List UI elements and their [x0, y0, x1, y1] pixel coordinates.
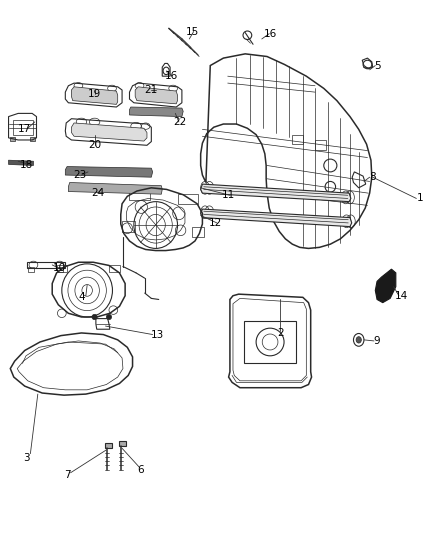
Text: 16: 16 — [165, 71, 178, 81]
Bar — [105, 443, 112, 448]
Text: 20: 20 — [88, 140, 101, 150]
Bar — [119, 441, 126, 446]
Polygon shape — [201, 209, 352, 227]
Bar — [13, 120, 32, 135]
Text: 15: 15 — [186, 27, 199, 37]
Text: 21: 21 — [145, 85, 158, 95]
Polygon shape — [135, 87, 177, 104]
Text: 4: 4 — [78, 292, 85, 302]
Text: 24: 24 — [91, 188, 104, 198]
Bar — [244, 321, 296, 364]
Text: 9: 9 — [374, 336, 380, 346]
Polygon shape — [130, 107, 183, 117]
Bar — [30, 137, 35, 141]
Bar — [57, 267, 63, 272]
Bar — [292, 135, 303, 144]
Ellipse shape — [106, 314, 112, 320]
Text: 5: 5 — [374, 61, 380, 70]
Text: 19: 19 — [88, 88, 101, 99]
Bar — [11, 137, 14, 141]
Text: 3: 3 — [23, 453, 29, 463]
Bar — [28, 267, 34, 272]
Polygon shape — [68, 182, 162, 194]
Bar — [177, 194, 198, 204]
Bar — [130, 190, 150, 199]
Text: 10: 10 — [53, 263, 66, 272]
Text: 17: 17 — [18, 124, 32, 134]
Text: 1: 1 — [417, 193, 423, 204]
Text: 13: 13 — [150, 329, 164, 340]
Bar — [57, 265, 67, 272]
Polygon shape — [201, 184, 351, 201]
Text: 12: 12 — [209, 218, 222, 228]
Text: 14: 14 — [395, 290, 408, 301]
Bar — [122, 221, 135, 232]
Polygon shape — [71, 87, 118, 104]
Polygon shape — [65, 166, 152, 177]
Text: 2: 2 — [277, 328, 283, 338]
Text: 6: 6 — [137, 465, 144, 474]
Text: 23: 23 — [74, 170, 87, 180]
Ellipse shape — [92, 314, 97, 320]
Bar — [109, 265, 120, 272]
Text: 22: 22 — [173, 117, 186, 127]
Bar — [315, 140, 326, 150]
Polygon shape — [9, 160, 33, 165]
Text: 7: 7 — [64, 470, 71, 480]
Text: 11: 11 — [222, 190, 235, 200]
Polygon shape — [71, 123, 147, 141]
Ellipse shape — [356, 337, 361, 343]
Polygon shape — [375, 269, 396, 303]
Bar — [192, 227, 204, 237]
Text: 8: 8 — [369, 172, 376, 182]
Text: 18: 18 — [20, 160, 34, 171]
Text: 16: 16 — [264, 29, 277, 39]
